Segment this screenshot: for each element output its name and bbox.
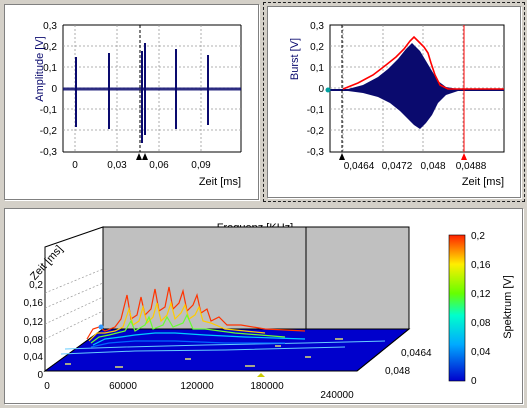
x-tick: 0,06 (149, 160, 169, 171)
colorbar-tick: 0,2 (471, 231, 485, 242)
peak-marker (98, 324, 104, 330)
y-tick: 0 (51, 84, 57, 95)
burst-selection-frame (263, 2, 525, 202)
x-tick: 0 (44, 381, 50, 392)
amplitude-ylabel: Amplitude [V] (34, 36, 46, 101)
colorbar (448, 234, 466, 382)
start-cursor-marker[interactable] (339, 153, 345, 160)
colorbar-tick: 0,08 (471, 318, 491, 329)
amplitude-plot-area (62, 24, 242, 160)
x-tick: 0,09 (191, 160, 211, 171)
burst-plot-area (325, 24, 505, 160)
colorbar-tick: 0 (471, 376, 477, 387)
spectrum-depth-ticks: 0,0464 0,048 (385, 348, 432, 377)
y-tick: 0,2 (29, 280, 43, 291)
x-tick: 120000 (180, 381, 214, 392)
threshold-dot (325, 87, 331, 93)
x-tick: 240000 (320, 390, 354, 401)
burst-ylabel: Burst [V] (289, 38, 301, 80)
x-tick: 60000 (109, 381, 137, 392)
colorbar-tick: 0,12 (471, 289, 491, 300)
spectrum-yticks: 0,2 0,16 0,12 0,08 0,04 0 (24, 280, 44, 381)
y-tick: 0,1 (310, 63, 324, 74)
y-tick: 0,3 (43, 21, 57, 32)
amplitude-yticks: 0,3 0,2 0,1 0 -0,1 -0,2 -0,3 (40, 21, 58, 158)
spectrum-3d-chart: Frequenz [KHz] (24, 222, 514, 401)
back-wall (102, 226, 410, 330)
colorbar-ticks: 0,2 0,16 0,12 0,08 0,04 0 (471, 231, 491, 387)
y-tick: 0,1 (43, 63, 57, 74)
y-tick: 0,04 (24, 352, 44, 363)
amplitude-chart-panel[interactable]: Amplitude [V] 0,3 0,2 0,1 0 -0,1 -0,2 -0… (4, 4, 259, 200)
cursor-marker-right[interactable] (142, 153, 148, 160)
x-tick: 0,0472 (382, 161, 413, 172)
depth-tick: 0,048 (385, 366, 410, 377)
y-tick: -0,3 (307, 147, 325, 158)
x-tick: 0,048 (420, 161, 445, 172)
x-tick: 0,03 (107, 160, 127, 171)
y-tick: 0,2 (43, 42, 57, 53)
y-tick: -0,1 (40, 105, 58, 116)
amplitude-xticks: 0 0,03 0,06 0,09 (72, 160, 211, 171)
y-tick: 0,2 (310, 42, 324, 53)
amplitude-chart: Amplitude [V] 0,3 0,2 0,1 0 -0,1 -0,2 -0… (34, 21, 242, 188)
y-tick: 0,08 (24, 335, 44, 346)
y-tick: -0,3 (40, 147, 58, 158)
y-tick: -0,2 (307, 126, 325, 137)
y-tick: -0,1 (307, 105, 325, 116)
spectrum-peaks (86, 286, 306, 348)
depth-tick: 0,0464 (401, 348, 432, 359)
x-tick: 180000 (250, 381, 284, 392)
colorbar-tick: 0,04 (471, 347, 491, 358)
spectrum-xticks: 0 60000 120000 180000 240000 (44, 381, 354, 401)
y-tick: 0,12 (24, 317, 44, 328)
burst-envelope (342, 35, 504, 90)
spectrum-3d-panel[interactable]: Frequenz [KHz] (4, 208, 523, 404)
y-tick: -0,2 (40, 126, 58, 137)
burst-chart: Burst [V] 0,3 0,2 0,1 0 -0,1 -0,2 -0,3 (289, 21, 505, 188)
cursor-marker-left[interactable] (136, 153, 142, 160)
y-tick: 0,16 (24, 298, 44, 309)
burst-chart-panel[interactable]: Burst [V] 0,3 0,2 0,1 0 -0,1 -0,2 -0,3 (267, 6, 521, 198)
colorbar-label: Spektrum [V] (502, 275, 514, 339)
x-tick: 0 (72, 160, 78, 171)
colorbar-tick: 0,16 (471, 260, 491, 271)
y-tick: 0,3 (310, 21, 324, 32)
end-cursor-marker[interactable] (461, 153, 467, 160)
x-tick: 0,0464 (344, 161, 375, 172)
burst-yticks: 0,3 0,2 0,1 0 -0,1 -0,2 -0,3 (307, 21, 325, 158)
y-tick: 0 (318, 84, 324, 95)
x-tick: 0,0488 (456, 161, 487, 172)
burst-xticks: 0,0464 0,0472 0,048 0,0488 (344, 161, 487, 172)
burst-xlabel: Zeit [ms] (462, 176, 504, 188)
y-tick: 0 (37, 370, 43, 381)
x-axis-marker (257, 373, 265, 377)
burst-waveform (330, 43, 504, 129)
amplitude-xlabel: Zeit [ms] (199, 176, 241, 188)
